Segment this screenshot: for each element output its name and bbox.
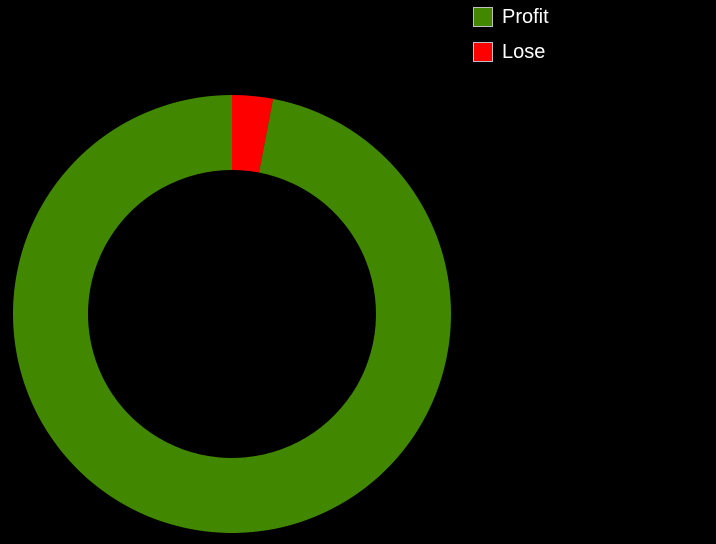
slice-lose bbox=[232, 95, 274, 173]
chart-legend: Profit Lose bbox=[473, 4, 549, 74]
legend-label-profit: Profit bbox=[502, 6, 549, 28]
slice-profit bbox=[13, 95, 451, 533]
donut-slices bbox=[13, 95, 451, 533]
legend-swatch-profit bbox=[473, 7, 493, 27]
legend-swatch-lose bbox=[473, 42, 493, 62]
legend-item-lose: Lose bbox=[473, 39, 549, 65]
legend-item-profit: Profit bbox=[473, 4, 549, 30]
legend-label-lose: Lose bbox=[502, 41, 546, 63]
